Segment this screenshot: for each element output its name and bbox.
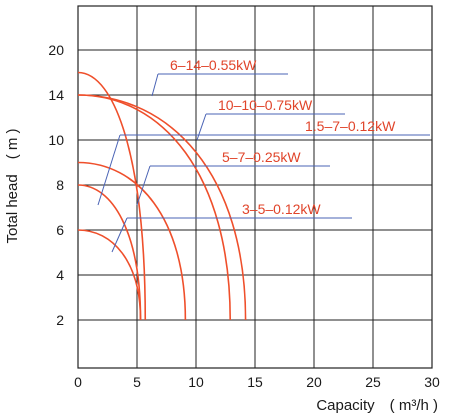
series-label: 10–10–0.75kW bbox=[218, 97, 313, 113]
leader-line bbox=[196, 113, 207, 141]
x-tick-label: 30 bbox=[424, 374, 440, 390]
y-tick-label: 20 bbox=[48, 42, 64, 58]
curve-10-10-0.75kw bbox=[77, 94, 247, 321]
label-leader-lines bbox=[97, 73, 430, 253]
series-label: 6–14–0.55kW bbox=[170, 57, 257, 73]
x-axis-label: Capacity ( m³/h ) bbox=[316, 397, 438, 414]
curve-head-8 bbox=[77, 184, 142, 321]
leader-line bbox=[97, 134, 121, 206]
x-tick-label: 0 bbox=[74, 374, 82, 390]
performance-curves bbox=[77, 71, 247, 321]
x-tick-labels: 0 5 10 15 20 25 30 bbox=[74, 374, 440, 390]
y-tick-label: 2 bbox=[56, 312, 64, 328]
leader-line bbox=[136, 165, 151, 206]
y-axis-label: Total head ( m ) bbox=[4, 128, 21, 243]
y-tick-labels: 20 14 10 8 6 4 2 bbox=[48, 42, 64, 328]
x-tick-label: 15 bbox=[247, 374, 263, 390]
y-tick-label: 6 bbox=[56, 222, 64, 238]
curve-1.5-7-0.12kw bbox=[77, 94, 232, 321]
leader-line bbox=[151, 73, 159, 97]
y-tick-label: 14 bbox=[48, 87, 64, 103]
x-tick-label: 5 bbox=[133, 374, 141, 390]
x-tick-label: 20 bbox=[306, 374, 322, 390]
y-tick-label: 10 bbox=[48, 132, 64, 148]
series-label: 5–7–0.25kW bbox=[222, 149, 301, 165]
y-tick-label: 4 bbox=[56, 267, 64, 283]
series-labels: 6–14–0.55kW 10–10–0.75kW 1.5–7–0.12kW5–7–0… bbox=[170, 57, 396, 217]
leader-line bbox=[111, 217, 128, 253]
curve-5-7-0.25kw bbox=[77, 161, 187, 321]
x-tick-label: 10 bbox=[188, 374, 204, 390]
x-tick-label: 25 bbox=[365, 374, 381, 390]
series-label: 3–5–0.12kW bbox=[242, 201, 321, 217]
series-label: 1.5–7–0.12kW bbox=[305, 118, 396, 134]
curve-6-14-0.55kw bbox=[77, 71, 147, 321]
grid bbox=[77, 5, 433, 369]
y-tick-label: 8 bbox=[56, 177, 64, 193]
